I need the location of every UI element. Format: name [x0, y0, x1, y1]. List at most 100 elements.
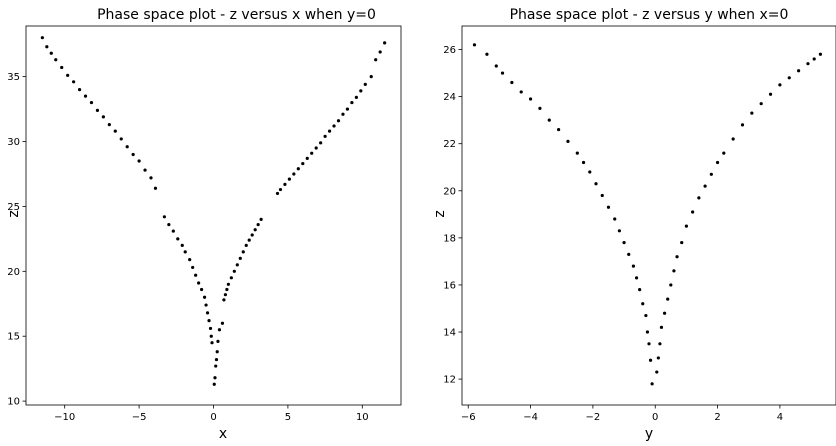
scatter-point: [119, 137, 123, 141]
y-tick-label: 30: [7, 137, 20, 148]
scatter-point: [655, 370, 659, 374]
x-tick-label: −10: [54, 412, 75, 423]
scatter-point: [183, 250, 187, 254]
scatter-point: [235, 263, 239, 267]
scatter-point: [359, 89, 363, 93]
scatter-point: [323, 134, 327, 138]
scatter-point: [363, 82, 367, 87]
scatter-point: [647, 342, 651, 346]
scatter-point: [113, 129, 117, 133]
scatter-point: [634, 276, 639, 280]
x-ticks: −6 −4 −2 0 2 4: [461, 405, 783, 423]
scatter-point: [494, 64, 498, 68]
scatter-point: [538, 106, 542, 110]
scatter-point: [547, 118, 551, 122]
scatter-point: [83, 94, 88, 98]
y-tick-label: 20: [443, 186, 456, 197]
y-tick-label: 10: [7, 397, 20, 408]
scatter-point: [731, 137, 735, 141]
y-tick-label: 16: [443, 280, 456, 291]
scatter-point: [650, 382, 654, 386]
scatter-point: [253, 228, 257, 232]
scatter-point: [759, 102, 763, 106]
scatter-point: [684, 224, 689, 228]
scatter-point: [45, 45, 49, 49]
scatter-point: [806, 62, 810, 66]
x-tick-label: −5: [132, 412, 147, 423]
subplot-right: Phase space plot - z versus y when x=0 −…: [432, 7, 836, 442]
y-tick-label: 15: [7, 332, 20, 343]
subplot-left: Phase space plot - z versus x when y=0 −…: [6, 7, 402, 442]
x-tick-label: 2: [714, 412, 720, 423]
scatter-point: [697, 196, 701, 200]
scatter-point: [66, 73, 70, 77]
y-tick-label: 18: [443, 233, 456, 244]
x-tick-label: 10: [356, 412, 369, 423]
y-tick-label: 25: [7, 202, 20, 213]
scatter-point: [213, 376, 217, 380]
scatter-point: [656, 356, 660, 360]
scatter-point: [215, 350, 219, 354]
scatter-point: [210, 341, 214, 345]
scatter-point: [208, 326, 213, 331]
scatter-point: [54, 58, 58, 62]
scatter-point: [812, 57, 816, 61]
scatter-point: [176, 237, 180, 241]
scatter-point: [278, 187, 283, 192]
chart-title: Phase space plot - z versus y when x=0: [510, 7, 789, 23]
scatter-points: [40, 36, 387, 386]
scatter-point: [171, 229, 175, 233]
scatter-point: [107, 123, 111, 127]
y-tick-label: 26: [443, 45, 456, 56]
y-axis-label: z: [6, 210, 22, 217]
scatter-point: [768, 92, 773, 96]
scatter-point: [669, 283, 673, 287]
scatter-point: [247, 238, 251, 242]
y-axis-label: z: [432, 210, 448, 217]
scatter-point: [327, 129, 332, 133]
scatter-point: [220, 321, 225, 325]
scatter-point: [202, 295, 207, 299]
scatter-point: [750, 111, 754, 115]
scatter-point: [101, 115, 105, 119]
scatter-point: [787, 76, 791, 80]
x-tick-label: −2: [586, 412, 601, 423]
scatter-point: [581, 160, 586, 165]
scatter-point: [77, 87, 82, 92]
x-tick-label: 0: [652, 412, 658, 423]
plot-frame: [461, 25, 836, 406]
scatter-point: [60, 65, 64, 70]
scatter-point: [180, 243, 184, 247]
scatter-point: [600, 193, 604, 198]
scatter-point: [666, 297, 670, 301]
scatter-point: [658, 342, 662, 346]
x-tick-label: −6: [461, 412, 476, 423]
scatter-points: [472, 43, 823, 386]
scatter-point: [319, 141, 323, 145]
scatter-point: [350, 100, 354, 105]
scatter-point: [740, 123, 745, 127]
scatter-point: [256, 222, 260, 227]
y-ticks: 12 14 16 18 20 22 24 26: [443, 45, 462, 386]
scatter-point: [250, 233, 254, 237]
scatter-point: [345, 107, 350, 111]
y-tick-label: 12: [443, 375, 456, 386]
scatter-point: [191, 265, 195, 270]
scatter-point: [622, 240, 626, 245]
scatter-point: [485, 52, 489, 56]
scatter-point: [283, 182, 287, 186]
scatter-point: [216, 339, 220, 344]
scatter-point: [207, 319, 211, 323]
scatter-point: [162, 215, 166, 219]
scatter-point: [209, 334, 213, 338]
scatter-point: [244, 243, 248, 247]
scatter-point: [89, 100, 94, 105]
scatter-point: [143, 168, 147, 172]
scatter-point: [631, 264, 636, 268]
scatter-point: [222, 298, 226, 302]
scatter-point: [125, 145, 129, 149]
scatter-point: [225, 287, 229, 292]
scatter-point: [500, 71, 505, 75]
x-tick-label: −4: [523, 412, 538, 423]
